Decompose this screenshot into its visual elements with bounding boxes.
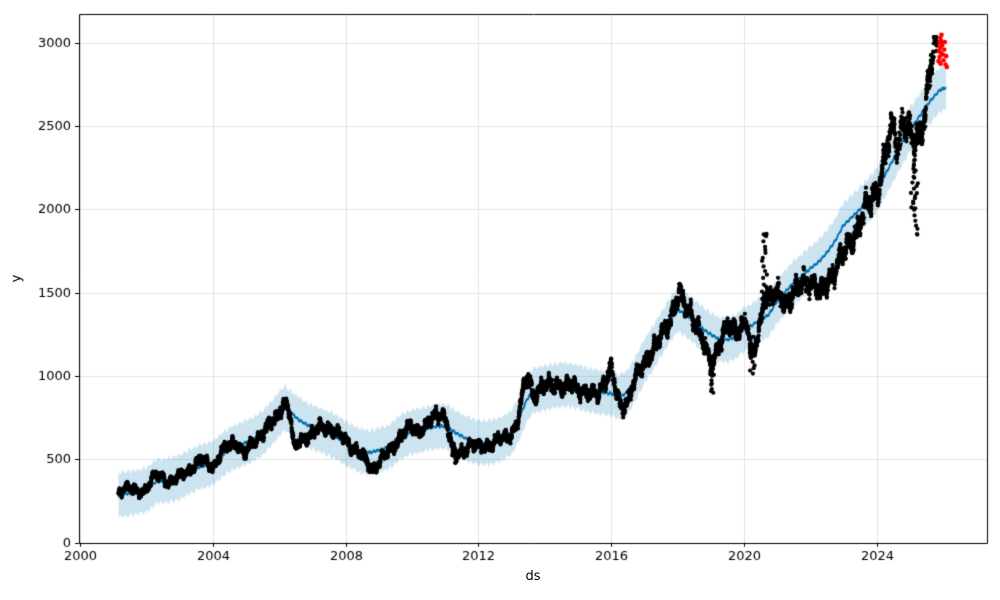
- y-axis-label: y: [9, 274, 25, 283]
- x-axis-label: ds: [525, 569, 541, 584]
